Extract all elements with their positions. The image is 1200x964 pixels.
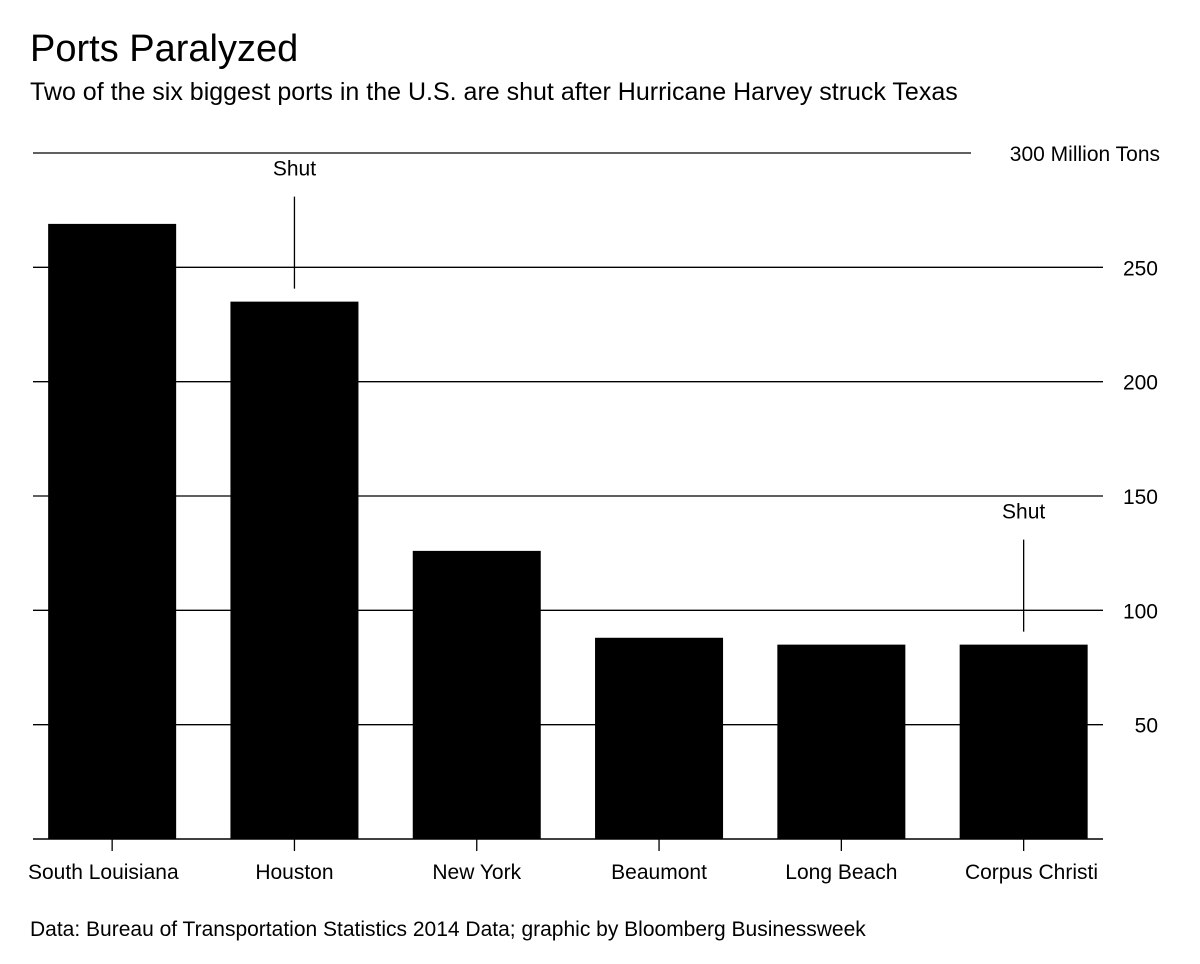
bar-corpus-christi <box>959 644 1088 839</box>
bar-beaumont <box>595 637 724 839</box>
y-tick-label: 200 <box>1123 372 1158 395</box>
category-label: Corpus Christi <box>965 861 1098 884</box>
y-tick-label: 100 <box>1123 600 1158 623</box>
category-label: Long Beach <box>785 861 897 884</box>
y-tick-label: 50 <box>1135 715 1158 738</box>
bar-houston <box>230 301 359 840</box>
bars <box>48 223 1088 840</box>
chart-title: Ports Paralyzed <box>30 28 299 70</box>
y-tick-label: 150 <box>1123 486 1158 509</box>
category-label: Beaumont <box>611 861 707 884</box>
y-tick-label: 300 Million Tons <box>1010 143 1160 166</box>
chart-subtitle: Two of the six biggest ports in the U.S.… <box>30 78 958 106</box>
bar-long-beach <box>777 644 906 839</box>
x-axis <box>33 838 1103 851</box>
source-note: Data: Bureau of Transportation Statistic… <box>30 918 866 941</box>
category-label: New York <box>432 861 521 884</box>
bar-new-york <box>412 550 541 839</box>
gridlines <box>33 152 1103 726</box>
category-label: Houston <box>255 861 333 884</box>
bar-south-louisiana <box>48 223 177 840</box>
annotation-label: Shut <box>273 158 316 181</box>
category-label: South Louisiana <box>28 861 179 884</box>
category-labels: South Louisiana Houston New York Beaumont Lo… <box>28 861 1098 884</box>
y-axis-labels: 300 Million Tons 250 200 150 100 50 <box>1010 143 1160 738</box>
annotations: Shut Shut <box>273 158 1045 632</box>
annotation-label: Shut <box>1002 501 1045 524</box>
y-tick-label: 250 <box>1123 257 1158 280</box>
